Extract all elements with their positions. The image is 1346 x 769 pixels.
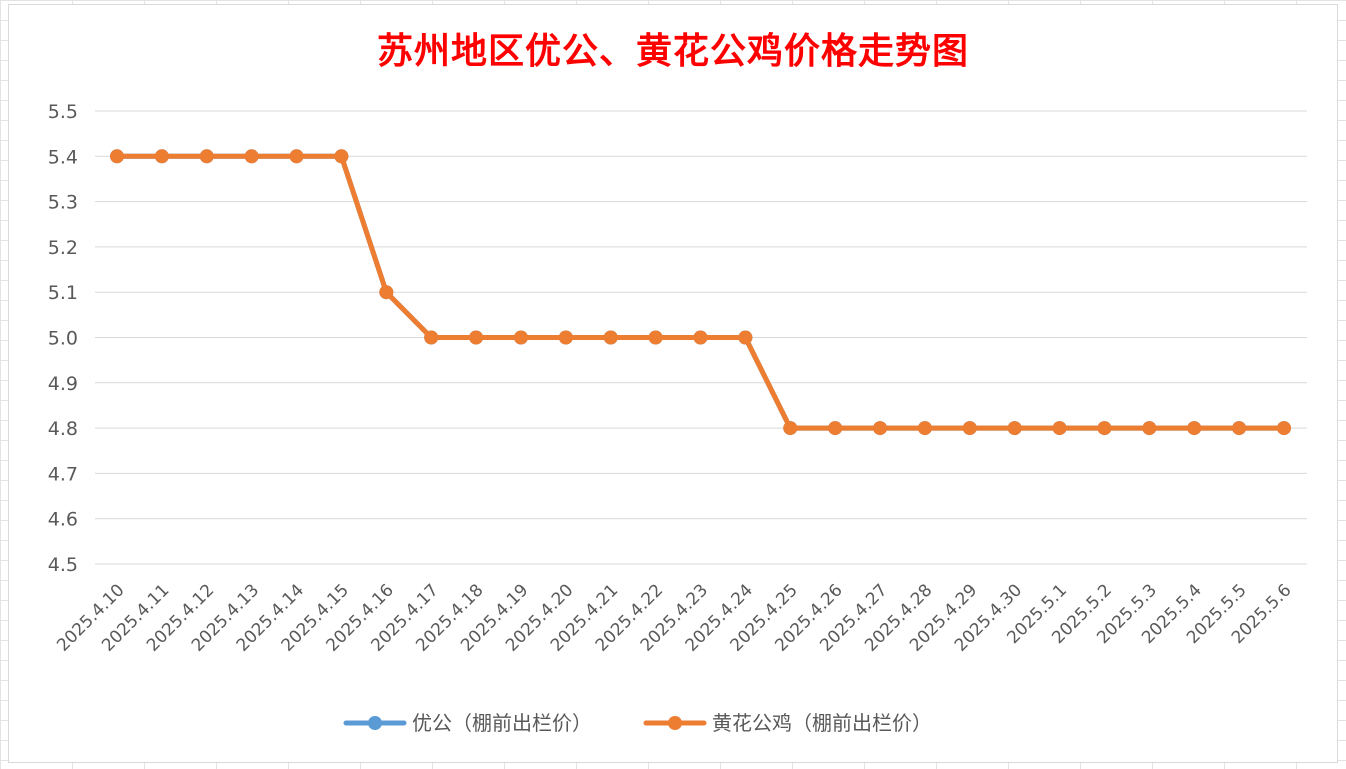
data-point[interactable] [244,149,259,164]
data-point[interactable] [558,330,573,345]
data-point[interactable] [693,330,708,345]
data-point[interactable] [199,149,214,164]
data-point[interactable] [873,421,888,436]
data-point[interactable] [334,149,349,164]
y-tick-label: 4.5 [48,554,78,576]
data-point[interactable] [962,421,977,436]
legend: 优公（棚前出栏价） 黄花公鸡（棚前出栏价） [343,711,932,735]
legend-label: 黄花公鸡（棚前出栏价） [712,711,932,735]
y-tick-label: 4.7 [48,463,78,485]
y-tick-label: 4.6 [48,509,78,531]
chart-area[interactable] [8,4,1338,763]
data-point[interactable] [783,421,798,436]
data-point[interactable] [424,330,439,345]
series-2 [110,149,1291,436]
series-layer [110,149,1291,436]
x-axis-ticks: 2025.4.102025.4.112025.4.122025.4.132025… [53,580,1295,655]
y-tick-label: 5.4 [48,146,78,168]
chart-title: 苏州地区优公、黄花公鸡价格走势图 [376,30,969,72]
data-point[interactable] [1232,421,1247,436]
data-point[interactable] [469,330,484,345]
data-point[interactable] [1277,421,1291,436]
data-point[interactable] [603,330,618,345]
y-tick-label: 5.2 [48,237,78,259]
data-point[interactable] [110,149,124,164]
y-tick-label: 5.0 [48,328,78,350]
data-point[interactable] [828,421,843,436]
y-tick-label: 4.8 [48,418,78,440]
data-point[interactable] [379,285,394,300]
legend-item[interactable]: 优公（棚前出栏价） [343,711,592,735]
legend-label: 优公（棚前出栏价） [412,711,592,735]
legend-marker [368,716,382,730]
y-tick-label: 5.1 [48,282,78,304]
data-point[interactable] [738,330,753,345]
data-point[interactable] [1007,421,1022,436]
data-point[interactable] [289,149,304,164]
y-tick-label: 4.9 [48,373,78,395]
legend-marker [668,716,682,730]
data-point[interactable] [1052,421,1067,436]
data-point[interactable] [1142,421,1157,436]
data-point[interactable] [154,149,169,164]
legend-item[interactable]: 黄花公鸡（棚前出栏价） [643,711,932,735]
y-tick-label: 5.3 [48,192,78,214]
data-point[interactable] [648,330,663,345]
y-tick-label: 5.5 [48,101,78,123]
y-axis-ticks: 5.5 5.4 5.3 5.2 5.1 5.0 4.9 4.8 4.7 4.6 4.5 [48,101,78,576]
data-point[interactable] [513,330,528,345]
data-point[interactable] [917,421,932,436]
data-point[interactable] [1097,421,1112,436]
data-point[interactable] [1187,421,1202,436]
